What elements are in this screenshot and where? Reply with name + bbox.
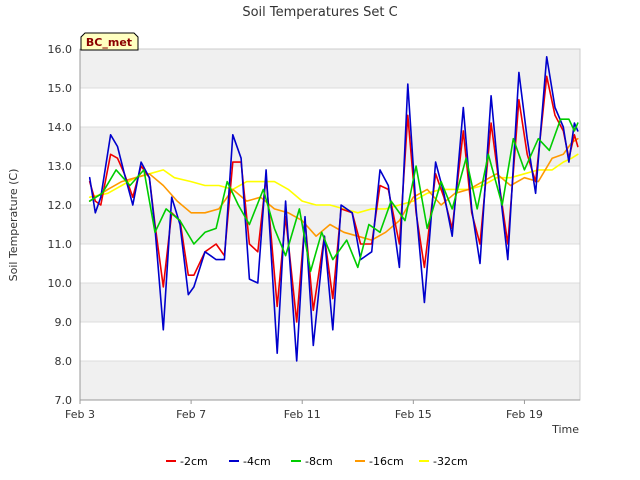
- legend-label-0: -2cm: [180, 455, 208, 468]
- x-tick-label-4: Feb 19: [506, 408, 543, 421]
- station-badge: BC_met: [80, 32, 139, 51]
- legend-item-1: -4cm: [229, 455, 271, 468]
- station-badge-box: [80, 32, 139, 51]
- legend-item-4: -32cm: [419, 455, 468, 468]
- x-tick-label-3: Feb 15: [395, 408, 432, 421]
- legend-item-3: -16cm: [355, 455, 404, 468]
- band-4: [80, 49, 580, 88]
- y-tick-label-4: 11.0: [48, 238, 73, 251]
- legend-label-2: -8cm: [305, 455, 333, 468]
- chart-title: Soil Temperatures Set C: [242, 5, 397, 20]
- series-line-minus-32cm: [88, 153, 579, 214]
- legend-item-0: -2cm: [166, 455, 208, 468]
- y-tick-label-1: 8.0: [55, 355, 73, 368]
- legend-label-3: -16cm: [369, 455, 404, 468]
- y-axis-label: Soil Temperature (C): [7, 169, 20, 282]
- y-tick-label-0: 7.0: [55, 394, 73, 407]
- axes: [79, 48, 581, 401]
- legend-label-4: -32cm: [433, 455, 468, 468]
- series-line-minus-4cm: [88, 55, 579, 362]
- y-tick-label-6: 13.0: [48, 160, 73, 173]
- series-line-minus-16cm: [88, 137, 579, 241]
- legend: -2cm -4cm -8cm -16cm -32cm: [166, 455, 468, 468]
- x-tick-label-2: Feb 11: [284, 408, 321, 421]
- station-badge-label: BC_met: [86, 36, 132, 49]
- series-line-minus-8cm: [88, 118, 579, 273]
- y-tick-label-5: 12.0: [48, 199, 73, 212]
- legend-item-2: -8cm: [291, 455, 333, 468]
- series-lines: [88, 55, 579, 362]
- band-3: [80, 127, 580, 166]
- y-tick-labels: 7.0 8.0 9.0 10.0 11.0 12.0 13.0 14.0 15.0 16.0: [48, 43, 73, 407]
- band-0: [80, 361, 580, 400]
- y-tick-label-9: 16.0: [48, 43, 73, 56]
- y-tick-label-7: 14.0: [48, 121, 73, 134]
- legend-label-1: -4cm: [243, 455, 271, 468]
- x-axis-label: Time: [551, 423, 579, 436]
- y-tick-label-3: 10.0: [48, 277, 73, 290]
- y-tick-label-2: 9.0: [55, 316, 73, 329]
- y-tick-label-8: 15.0: [48, 82, 73, 95]
- x-tick-label-1: Feb 7: [176, 408, 206, 421]
- x-tick-label-0: Feb 3: [65, 408, 95, 421]
- x-tick-labels: Feb 3 Feb 7 Feb 11 Feb 15 Feb 19: [65, 400, 543, 421]
